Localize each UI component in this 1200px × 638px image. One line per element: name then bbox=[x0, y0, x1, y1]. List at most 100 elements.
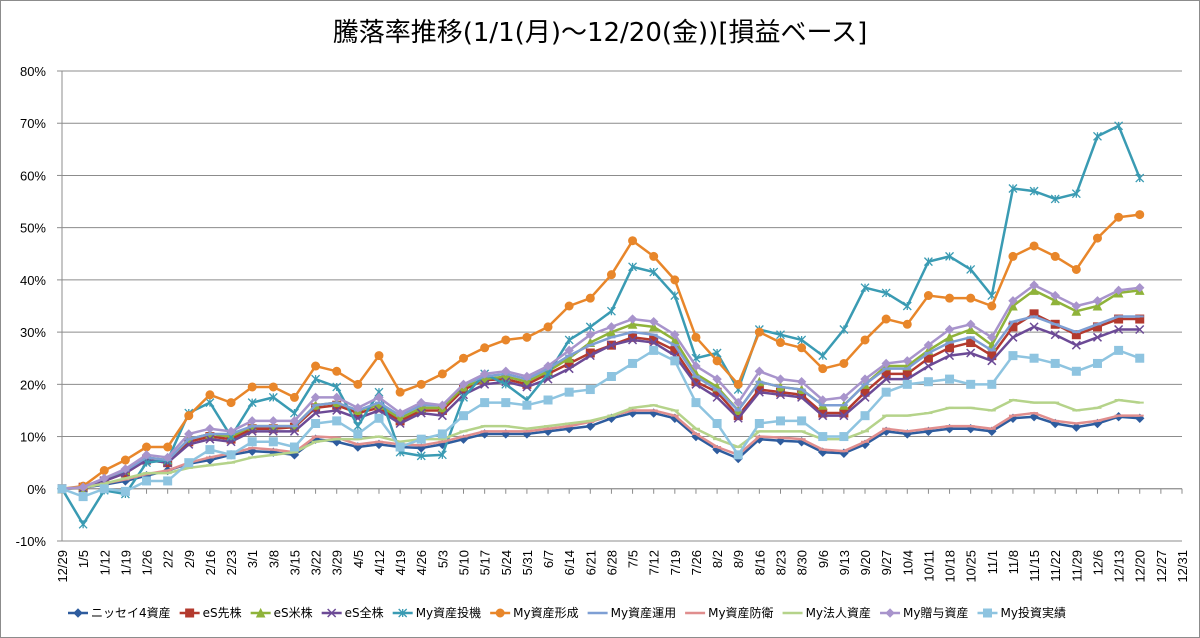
point bbox=[1050, 251, 1060, 261]
point bbox=[754, 327, 764, 337]
point bbox=[1071, 301, 1082, 311]
point bbox=[881, 358, 891, 369]
point bbox=[839, 325, 849, 334]
legend-item: eS全株 bbox=[321, 605, 384, 620]
point bbox=[1071, 330, 1081, 340]
y-tick-label: 60% bbox=[20, 168, 46, 183]
point bbox=[163, 476, 173, 486]
x-tick-label: 8/2 bbox=[710, 550, 725, 568]
point bbox=[395, 387, 405, 397]
point bbox=[797, 335, 807, 345]
point bbox=[923, 340, 934, 350]
point bbox=[775, 390, 786, 400]
x-tick-label: 6/21 bbox=[583, 550, 598, 575]
x-tick-label: 1/26 bbox=[140, 550, 155, 575]
point bbox=[268, 416, 279, 426]
point bbox=[881, 314, 891, 324]
point bbox=[902, 301, 912, 311]
series-lines bbox=[57, 121, 1145, 529]
x-tick-label: 12/20 bbox=[1133, 550, 1148, 583]
point bbox=[733, 413, 743, 423]
point bbox=[733, 397, 743, 408]
point bbox=[670, 356, 680, 366]
point bbox=[585, 351, 595, 361]
series-eS米株 bbox=[57, 285, 1145, 494]
point bbox=[395, 418, 405, 429]
point bbox=[1071, 306, 1082, 316]
legend-label: My法人資産 bbox=[806, 605, 871, 620]
point bbox=[965, 324, 976, 334]
point bbox=[311, 419, 321, 428]
point bbox=[1050, 330, 1060, 340]
point bbox=[606, 270, 616, 280]
point bbox=[247, 416, 257, 426]
point bbox=[1050, 194, 1060, 204]
point bbox=[818, 395, 828, 405]
x-tick-label: 7/26 bbox=[689, 550, 704, 575]
y-tick-label: 20% bbox=[20, 377, 46, 392]
point bbox=[923, 361, 933, 371]
point bbox=[670, 275, 680, 285]
point bbox=[1029, 322, 1039, 332]
point bbox=[628, 262, 638, 272]
point bbox=[839, 392, 849, 403]
point bbox=[585, 330, 596, 340]
series-line bbox=[61, 213, 1140, 491]
point bbox=[437, 429, 447, 439]
point bbox=[881, 288, 891, 298]
point bbox=[395, 442, 405, 452]
x-tick-label: 5/3 bbox=[435, 550, 450, 568]
x-tick-label: 8/9 bbox=[731, 550, 746, 568]
point bbox=[691, 332, 701, 342]
point bbox=[226, 426, 236, 437]
point bbox=[310, 392, 321, 403]
x-tick-label: 12/13 bbox=[1112, 550, 1127, 583]
series-My資産形成 bbox=[57, 210, 1145, 494]
point bbox=[226, 450, 236, 460]
x-tick-label: 8/23 bbox=[773, 550, 788, 575]
point bbox=[205, 398, 215, 408]
point bbox=[1135, 283, 1145, 293]
point bbox=[1113, 285, 1124, 296]
point bbox=[564, 301, 574, 311]
point bbox=[142, 476, 152, 486]
x-tick-label: 2/9 bbox=[182, 550, 197, 568]
y-tick-label: 50% bbox=[20, 221, 46, 236]
x-tick-label: 11/29 bbox=[1069, 550, 1084, 582]
point bbox=[99, 473, 109, 484]
point bbox=[628, 358, 638, 368]
point bbox=[501, 379, 511, 389]
point bbox=[459, 411, 469, 421]
point bbox=[818, 351, 828, 361]
point bbox=[1114, 345, 1124, 355]
series-My贈与資産 bbox=[57, 280, 1145, 494]
y-tick-label: 80% bbox=[20, 64, 46, 79]
x-tick-label: 11/22 bbox=[1048, 550, 1063, 582]
point bbox=[311, 408, 321, 418]
point bbox=[606, 306, 616, 316]
series-line bbox=[61, 283, 1140, 491]
point bbox=[480, 379, 490, 389]
point bbox=[459, 392, 468, 402]
x-tick-label: 7/12 bbox=[647, 550, 662, 575]
x-tick-label: 12/31 bbox=[1175, 550, 1190, 583]
legend-item: ニッセイ4資産 bbox=[68, 605, 171, 620]
point bbox=[966, 293, 976, 303]
x-tick-label: 4/5 bbox=[351, 550, 366, 568]
point bbox=[606, 322, 617, 332]
legend-item: My法人資産 bbox=[782, 605, 871, 620]
point bbox=[1135, 210, 1145, 220]
point bbox=[627, 314, 638, 324]
point bbox=[501, 398, 511, 408]
x-tick-label: 4/26 bbox=[414, 550, 429, 575]
y-tick-label: 10% bbox=[20, 430, 46, 445]
point bbox=[205, 445, 215, 455]
point bbox=[902, 379, 912, 389]
point bbox=[480, 343, 490, 353]
point bbox=[965, 319, 976, 329]
point bbox=[398, 608, 408, 618]
point bbox=[754, 366, 765, 376]
y-tick-label: 70% bbox=[20, 116, 46, 131]
point bbox=[754, 387, 764, 397]
point bbox=[945, 351, 955, 361]
